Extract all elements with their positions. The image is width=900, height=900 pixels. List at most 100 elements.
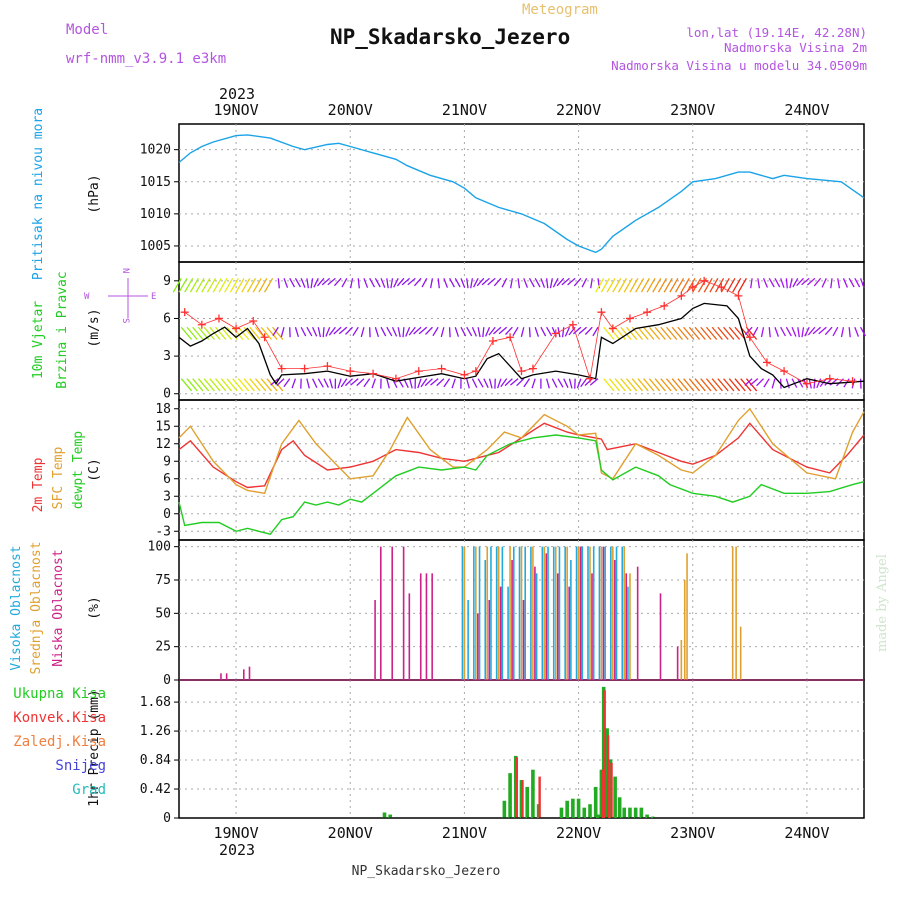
wind-barb xyxy=(608,326,621,340)
wind-barb xyxy=(796,277,804,287)
precip-tick-label: 0 xyxy=(163,811,171,826)
wind-barb xyxy=(448,327,451,338)
wind-barb xyxy=(711,378,723,392)
wind-barb xyxy=(832,326,839,337)
wind-barb xyxy=(386,278,389,289)
wind-barb xyxy=(485,326,491,337)
wind-barb xyxy=(341,277,348,288)
wind-barb xyxy=(294,327,300,337)
cloud-ylabel-1: Visoka Oblacnost xyxy=(9,545,24,670)
wind-gust-marker xyxy=(460,370,469,379)
wind-barb xyxy=(631,378,643,392)
wind-barb xyxy=(232,326,244,340)
wind-barb xyxy=(643,326,655,340)
wind-barb xyxy=(493,277,502,287)
wind-barb xyxy=(344,378,353,387)
wind-barb xyxy=(694,378,706,392)
wind-barb xyxy=(505,326,513,335)
wind-barb xyxy=(545,378,550,389)
wind-barb xyxy=(709,277,719,293)
wind-barb xyxy=(280,327,285,338)
wind-gust-marker xyxy=(506,333,515,342)
wind-gust-marker xyxy=(517,367,526,376)
bottom-date-label: 21NOV xyxy=(442,824,487,842)
wind-barb xyxy=(603,378,615,392)
bottom-date-label: 22NOV xyxy=(556,824,601,842)
wind-gust-marker xyxy=(586,374,594,383)
wind-gust-marker xyxy=(734,291,743,300)
wind-barb xyxy=(180,326,193,340)
wind-barb xyxy=(614,378,626,392)
wind-barb xyxy=(617,277,628,293)
wind-barb xyxy=(516,378,525,387)
wind-barb xyxy=(180,378,193,392)
wind-barb xyxy=(561,327,565,338)
precip-total-bar xyxy=(650,816,655,818)
precip-total-bar xyxy=(388,814,393,818)
wind-barb xyxy=(561,277,570,286)
compass-rose: N W E S xyxy=(84,268,156,323)
wind-barb xyxy=(745,326,758,340)
wind-gust-marker xyxy=(437,364,446,373)
wind-barb xyxy=(471,378,478,388)
wind-gust-marker xyxy=(180,308,189,317)
wind-barb xyxy=(520,327,525,338)
wind-barb xyxy=(705,326,718,340)
precip-conv-bar xyxy=(515,757,518,818)
wind-barb xyxy=(380,278,386,288)
compass-west: W xyxy=(84,292,90,302)
wind-barb xyxy=(504,378,513,387)
temp-tick-label: 3 xyxy=(163,489,171,504)
wind-barb xyxy=(235,277,245,293)
wind-barb xyxy=(496,378,502,389)
wind-barb xyxy=(608,378,621,392)
wind-barb xyxy=(393,278,399,288)
wind-barb xyxy=(840,327,845,338)
precip-total-bar xyxy=(645,814,649,818)
wind-barb xyxy=(345,326,353,335)
model-label: Model xyxy=(66,22,108,38)
precip-total-bar xyxy=(576,798,581,818)
wind-barb xyxy=(487,277,496,286)
wind-barb xyxy=(700,378,712,392)
wind-barb xyxy=(429,278,434,289)
wind-gust-marker xyxy=(660,301,669,310)
wind-barb xyxy=(408,326,416,336)
lonlat-label: lon,lat (19.14E, 42.28N) xyxy=(686,25,867,40)
bottom-date-label: 23NOV xyxy=(670,824,715,842)
wind-barb xyxy=(178,277,188,293)
wind-barb xyxy=(726,277,736,293)
wind-barb xyxy=(737,277,747,293)
wind-barb xyxy=(584,378,593,386)
wind-gust-marker xyxy=(346,367,355,376)
wind-barb xyxy=(723,378,735,392)
wind-barb xyxy=(454,327,460,337)
wind-barb xyxy=(466,278,469,289)
wind-barb xyxy=(580,378,588,388)
wind-barb xyxy=(556,277,565,287)
wind-barb xyxy=(306,326,313,337)
top-date-label: 21NOV xyxy=(442,101,487,119)
temp-dewpt-line xyxy=(178,434,865,535)
wind-barb xyxy=(449,277,455,288)
wind-barb xyxy=(688,326,701,340)
wind-barb xyxy=(333,326,342,335)
temp-tick-label: 0 xyxy=(163,507,171,522)
wind-barb xyxy=(237,378,250,392)
wind-barb xyxy=(440,327,445,338)
top-date-label: 19NOV xyxy=(214,101,259,119)
wind-barb xyxy=(715,277,725,293)
wind-barb xyxy=(584,326,593,335)
wind-barb xyxy=(818,326,827,335)
wind-barb xyxy=(311,378,318,388)
wind-barb xyxy=(229,277,239,293)
wind-barb xyxy=(717,326,729,340)
precip-total-bar xyxy=(565,800,569,818)
wind-barb xyxy=(356,378,365,387)
wind-barb xyxy=(172,277,182,293)
wind-barb xyxy=(848,277,855,288)
wind-barb xyxy=(660,378,672,392)
wind-barb xyxy=(683,378,695,392)
wind-barb xyxy=(643,378,655,392)
model-name: wrf-nmm_v3.9.1 e3km xyxy=(66,51,226,67)
